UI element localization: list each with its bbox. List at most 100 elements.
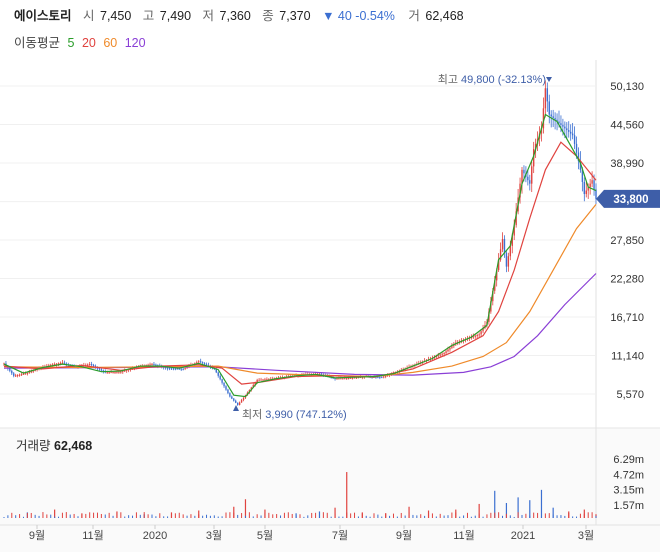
volume-bar bbox=[61, 512, 63, 518]
candle-body bbox=[55, 363, 58, 365]
volume-bar bbox=[408, 512, 410, 518]
volume-bar bbox=[186, 515, 188, 518]
volume-bar bbox=[587, 512, 589, 518]
candle-body bbox=[168, 368, 171, 370]
ma5-line bbox=[3, 113, 597, 398]
candle-body bbox=[176, 368, 179, 370]
volume-bar bbox=[591, 512, 593, 518]
volume-bar bbox=[556, 515, 558, 518]
volume-bar bbox=[46, 514, 48, 518]
volume-bar bbox=[330, 516, 332, 518]
candle-body bbox=[351, 377, 354, 379]
volume-bar bbox=[435, 516, 437, 518]
volume-bar bbox=[326, 512, 328, 518]
volume-tick-label: 4.72m bbox=[613, 469, 644, 481]
volume-bar bbox=[202, 515, 204, 518]
candle-body bbox=[260, 379, 262, 381]
candle-body bbox=[24, 373, 27, 375]
candle-body bbox=[344, 378, 346, 380]
candle-body bbox=[453, 344, 455, 347]
volume-bar bbox=[369, 516, 371, 518]
candle-body bbox=[534, 143, 537, 150]
volume-bar bbox=[540, 516, 542, 518]
volume-bar bbox=[260, 515, 262, 518]
volume-bar bbox=[404, 515, 406, 518]
volume-bar bbox=[132, 515, 134, 518]
volume-bar bbox=[525, 513, 527, 518]
x-axis-label: 3월 bbox=[206, 529, 222, 542]
candle-body bbox=[507, 256, 510, 267]
candle-body bbox=[355, 377, 358, 379]
candle-body bbox=[569, 131, 572, 134]
volume-bar bbox=[256, 514, 258, 518]
volume-bar bbox=[365, 515, 367, 518]
candle-body bbox=[184, 367, 186, 369]
volume-bar bbox=[318, 516, 320, 518]
candle-body bbox=[353, 377, 356, 379]
candle-body bbox=[254, 382, 256, 386]
volume-bar bbox=[213, 515, 215, 518]
volume-bar bbox=[167, 516, 169, 518]
moving-average-legend[interactable]: 이동평균 5 20 60 120 bbox=[14, 32, 150, 51]
candle-body bbox=[11, 370, 13, 374]
volume-bar bbox=[3, 517, 5, 518]
volume-bar bbox=[517, 497, 519, 518]
volume-bar bbox=[65, 512, 67, 518]
volume-bar bbox=[396, 516, 398, 518]
candle-body bbox=[233, 398, 235, 401]
candle-body bbox=[336, 378, 338, 380]
candle-body bbox=[106, 372, 108, 374]
volume-bar bbox=[494, 490, 496, 518]
high-annotation-arrow bbox=[546, 77, 552, 82]
volume-bar bbox=[350, 513, 352, 518]
candle-body bbox=[50, 364, 52, 366]
stock-quote-header: 에이스토리 시 7,450 고 7,490 저 7,360 종 7,370 ▼ … bbox=[14, 5, 464, 24]
volume-bar bbox=[85, 513, 87, 518]
candle-body bbox=[445, 351, 447, 354]
candle-body bbox=[581, 169, 584, 182]
volume-bar bbox=[96, 512, 98, 518]
volume-bar bbox=[233, 506, 235, 518]
candle-body bbox=[377, 376, 379, 378]
volume-bar bbox=[248, 512, 250, 518]
candle-body bbox=[554, 118, 556, 120]
candle-body bbox=[550, 114, 552, 117]
candle-body bbox=[221, 379, 223, 383]
candle-body bbox=[219, 375, 221, 380]
candle-body bbox=[381, 377, 383, 379]
volume-tick-label: 1.57m bbox=[613, 500, 644, 512]
candle-body bbox=[591, 180, 593, 184]
volume-bar bbox=[361, 513, 363, 518]
volume-bar bbox=[533, 512, 535, 518]
candle-body bbox=[217, 372, 219, 376]
volume-bar bbox=[373, 513, 375, 518]
volume-bar bbox=[498, 512, 500, 518]
candle-body bbox=[542, 108, 545, 129]
candle-body bbox=[13, 373, 15, 376]
candle-body bbox=[439, 354, 441, 356]
volume-bar bbox=[233, 512, 235, 518]
candle-body bbox=[575, 143, 578, 153]
candle-body bbox=[63, 362, 66, 364]
volume-bar bbox=[521, 514, 523, 518]
volume-bar bbox=[540, 489, 543, 518]
candle-body bbox=[562, 124, 564, 127]
volume-bar bbox=[209, 515, 211, 518]
volume-bar bbox=[342, 516, 344, 518]
candle-body bbox=[196, 362, 198, 364]
candle-body bbox=[125, 369, 128, 371]
volume-bar bbox=[466, 512, 468, 518]
stock-name[interactable]: 에이스토리 bbox=[14, 9, 72, 23]
volume-bar bbox=[54, 509, 56, 518]
candle-body bbox=[478, 334, 480, 336]
volume-bar bbox=[513, 516, 515, 518]
volume-bar bbox=[104, 514, 106, 518]
candle-body bbox=[531, 166, 533, 184]
candle-body bbox=[540, 128, 543, 134]
candle-body bbox=[172, 368, 175, 370]
volume-bar bbox=[252, 516, 254, 518]
low-label: 저 bbox=[202, 9, 215, 23]
candle-body bbox=[476, 335, 478, 337]
candle-body bbox=[435, 356, 438, 358]
